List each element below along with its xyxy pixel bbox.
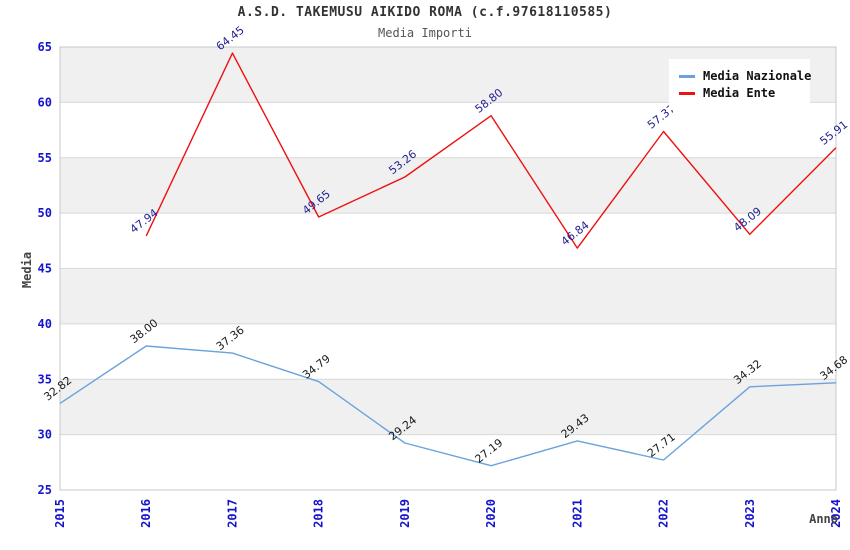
svg-text:65: 65 [38, 40, 52, 54]
legend-label-media-nazionale: Media Nazionale [703, 69, 812, 83]
legend: Media Nazionale Media Ente [669, 59, 812, 110]
legend-item-media-nazionale: Media Nazionale [679, 69, 812, 83]
svg-text:30: 30 [38, 428, 52, 442]
svg-text:2015: 2015 [53, 499, 67, 528]
y-axis-label: Media [20, 251, 34, 289]
media-nazionale-line-swatch [679, 74, 695, 78]
svg-text:37.36: 37.36 [214, 324, 247, 354]
svg-text:2022: 2022 [657, 499, 671, 528]
svg-text:2017: 2017 [225, 499, 239, 528]
svg-text:2019: 2019 [398, 499, 412, 528]
svg-text:55: 55 [38, 151, 52, 165]
legend-label-media-ente: Media Ente [703, 86, 776, 100]
media-ente-line-swatch [679, 91, 695, 95]
svg-text:2016: 2016 [139, 499, 153, 528]
svg-text:40: 40 [38, 317, 52, 331]
svg-text:35: 35 [38, 372, 52, 386]
svg-text:34.79: 34.79 [300, 352, 333, 382]
svg-text:2018: 2018 [312, 499, 326, 528]
svg-text:2023: 2023 [743, 499, 757, 528]
svg-text:25: 25 [38, 483, 52, 497]
svg-text:2020: 2020 [484, 499, 498, 528]
chart-subtitle: Media Importi [378, 26, 472, 40]
svg-text:2024: 2024 [829, 499, 843, 528]
svg-text:60: 60 [38, 95, 52, 109]
svg-text:55.91: 55.91 [817, 118, 850, 148]
svg-text:27.19: 27.19 [473, 436, 506, 466]
svg-text:50: 50 [38, 206, 52, 220]
svg-text:34.68: 34.68 [817, 353, 850, 383]
legend-item-media-ente: Media Ente [679, 86, 810, 100]
svg-text:45: 45 [38, 262, 52, 276]
x-axis-label: Anno [809, 512, 838, 526]
svg-text:2021: 2021 [570, 499, 584, 528]
chart-title: A.S.D. TAKEMUSU AIKIDO ROMA (c.f.9761811… [237, 5, 613, 20]
